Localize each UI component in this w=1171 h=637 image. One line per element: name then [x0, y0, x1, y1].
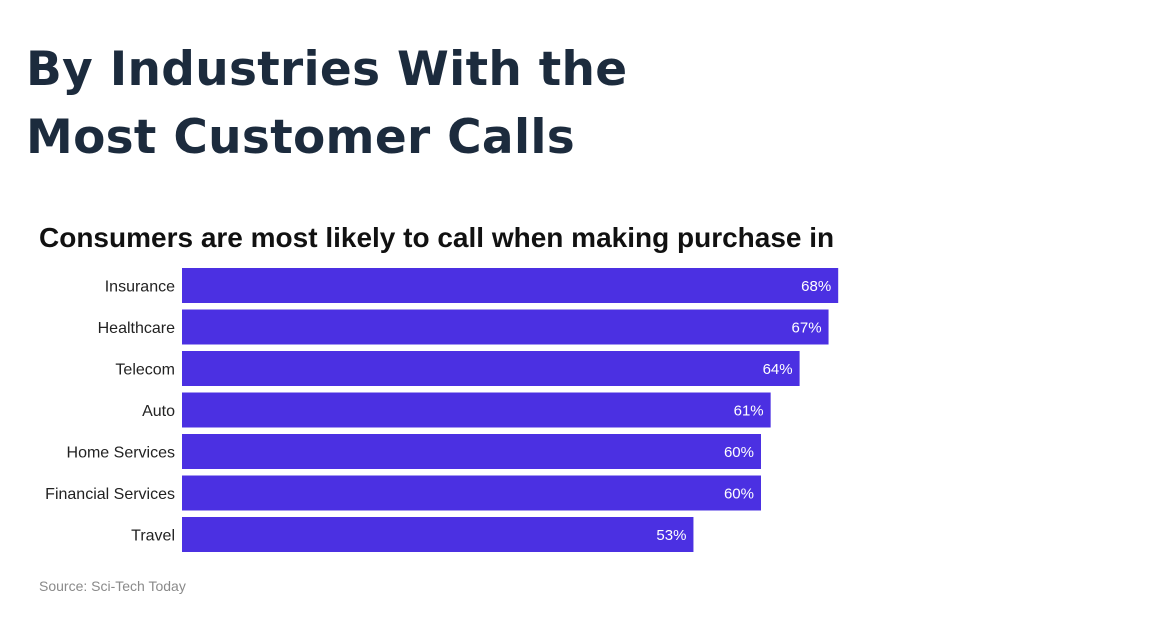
page-title: By Industries With the Most Customer Cal… [26, 42, 628, 165]
category-label-home-services: Home Services [67, 445, 175, 462]
chart-title: Consumers are most likely to call when m… [39, 222, 835, 253]
source-note: Source: Sci-Tech Today [39, 578, 186, 594]
bar-travel [182, 517, 694, 552]
value-label-insurance: 68% [801, 278, 831, 295]
value-label-financial-services: 60% [724, 486, 754, 503]
bar-healthcare [182, 309, 829, 345]
bar-financial-services [182, 475, 761, 511]
bar-home-services [182, 434, 761, 469]
bar-auto [182, 392, 771, 428]
value-label-home-services: 60% [724, 444, 754, 461]
category-label-travel: Travel [131, 528, 175, 545]
bar-insurance [182, 268, 839, 303]
category-label-insurance: Insurance [105, 279, 175, 296]
value-label-travel: 53% [656, 527, 686, 544]
bar-telecom [182, 351, 800, 386]
value-label-telecom: 64% [763, 361, 793, 378]
category-label-healthcare: Healthcare [98, 320, 175, 337]
value-label-auto: 61% [734, 403, 764, 420]
category-label-financial-services: Financial Services [45, 486, 175, 503]
category-label-telecom: Telecom [115, 362, 175, 379]
value-label-healthcare: 67% [792, 320, 822, 337]
category-label-auto: Auto [142, 403, 175, 420]
